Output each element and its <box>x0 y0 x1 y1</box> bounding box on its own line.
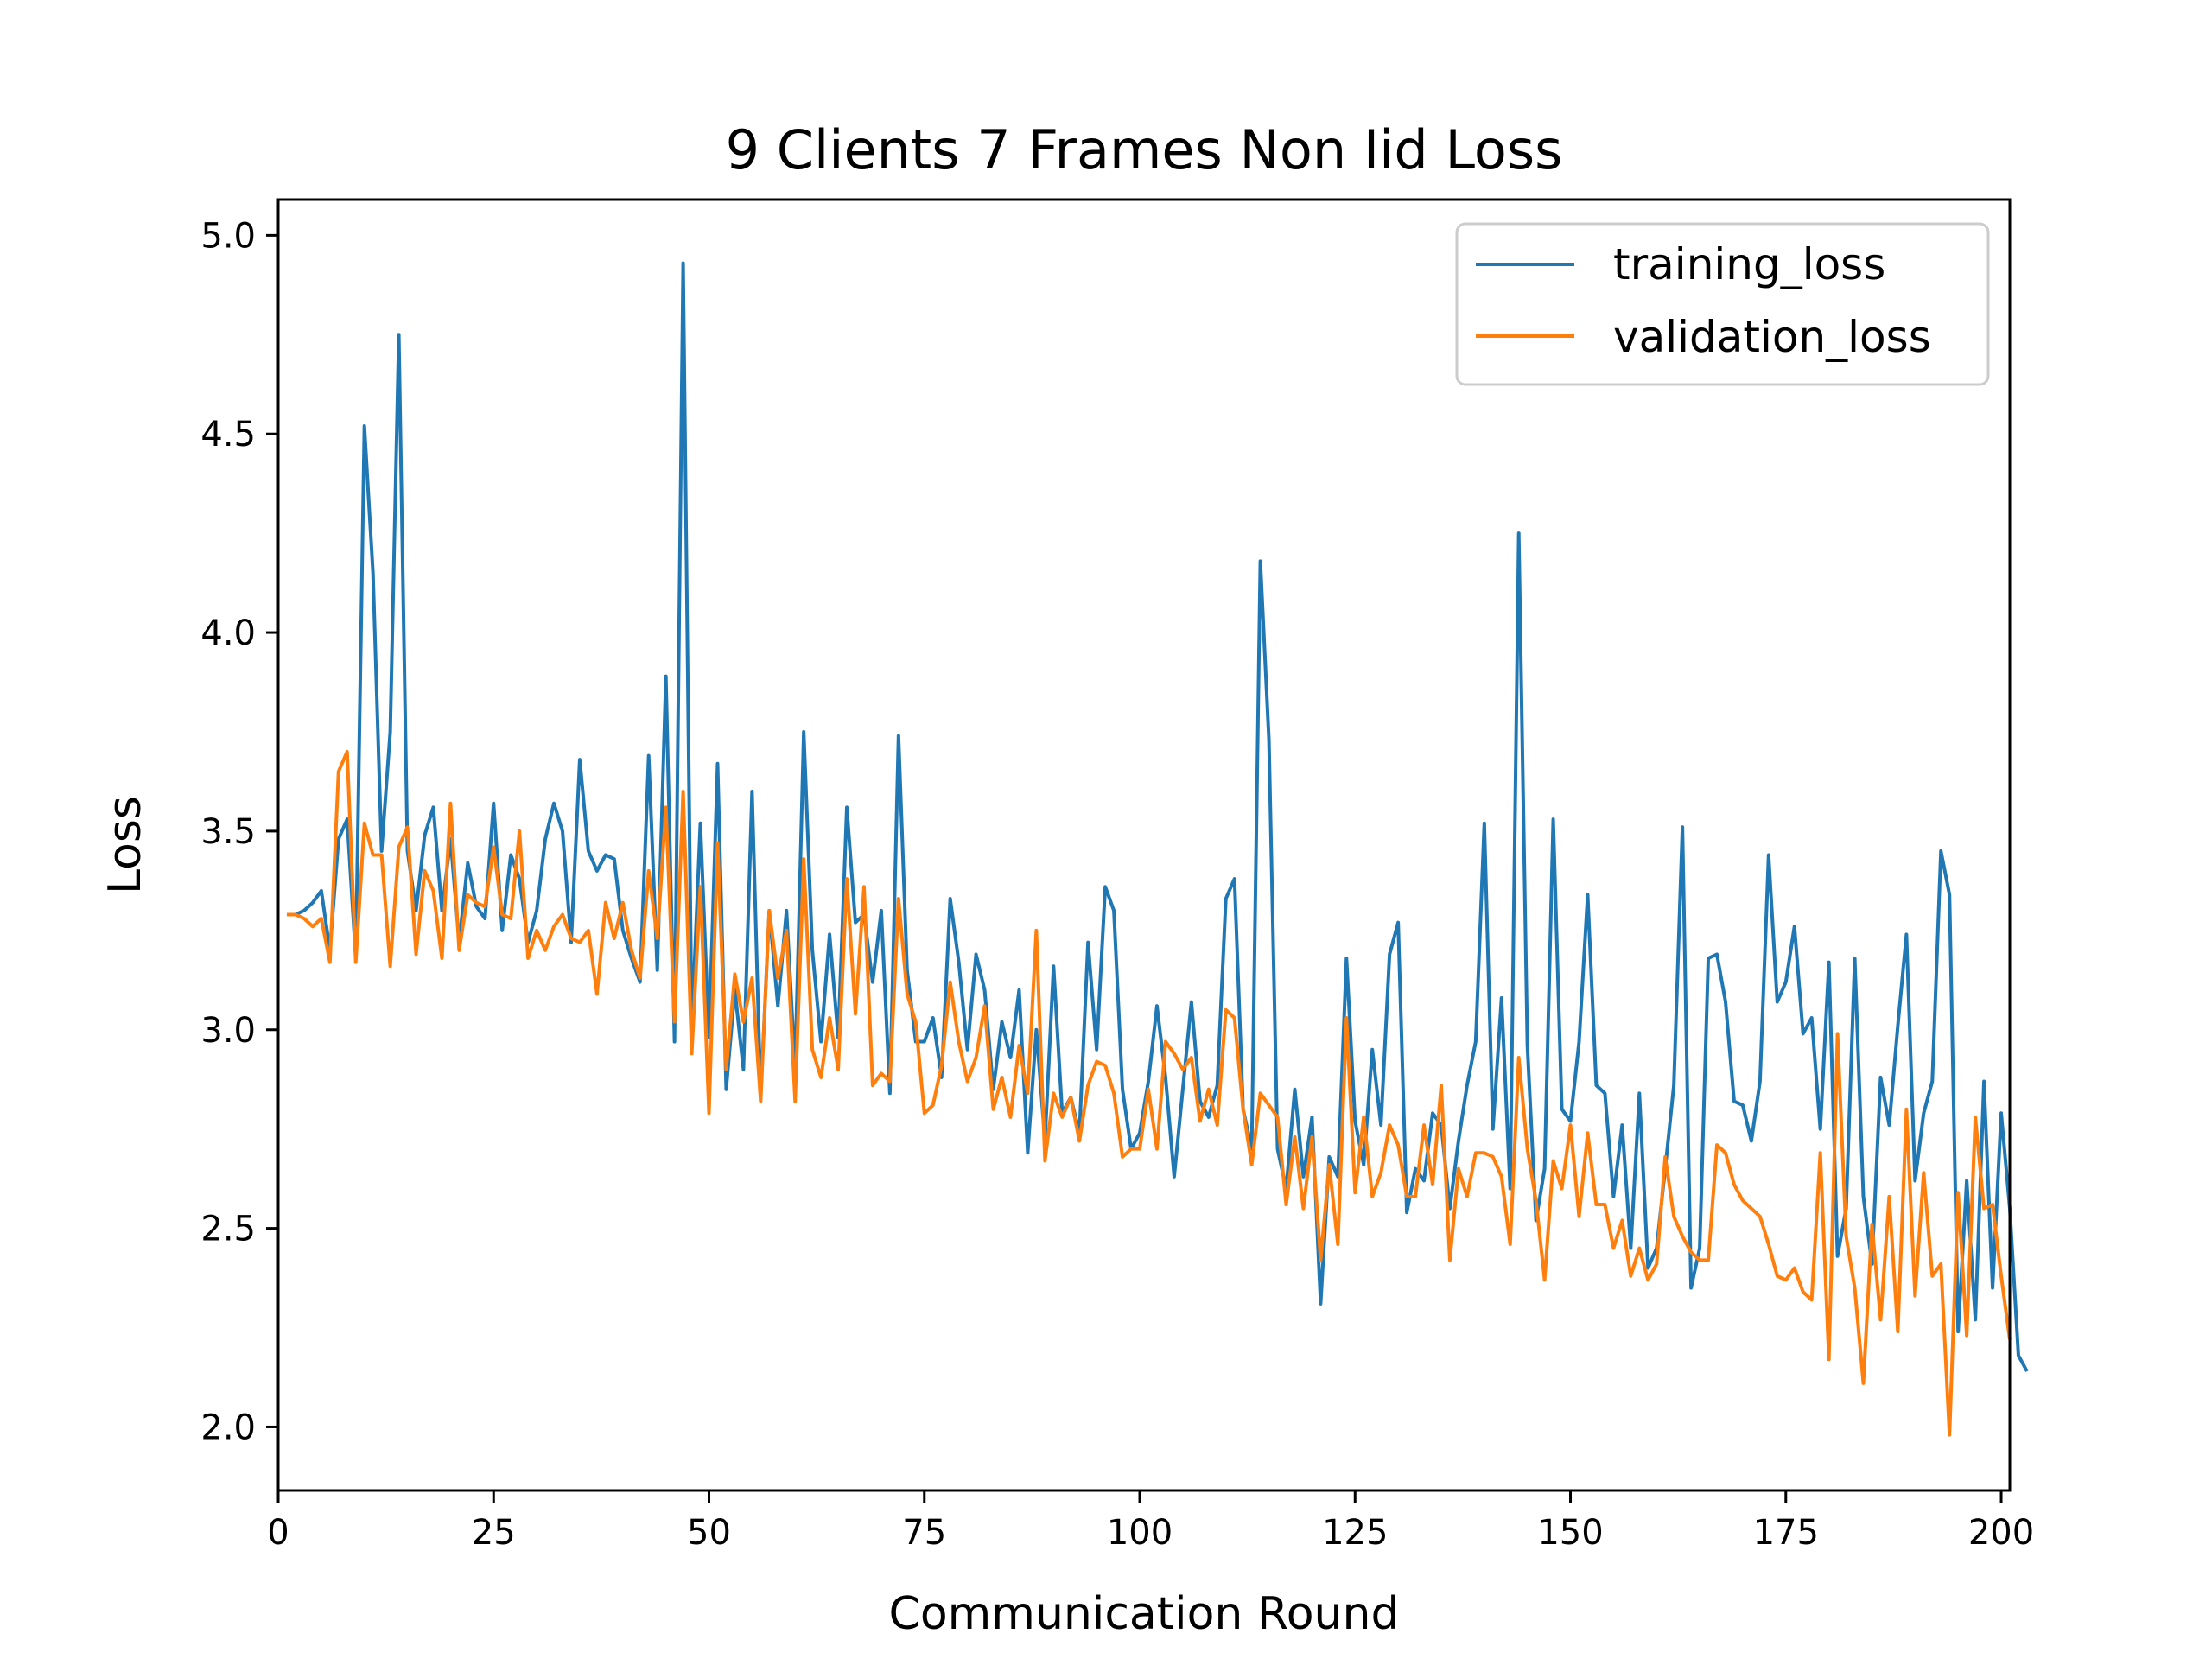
legend: training_loss validation_loss <box>1455 222 1990 386</box>
series-layer <box>286 261 2029 1437</box>
x-axis: 0 25 50 75 100 125 150 175 200 <box>267 1491 2034 1553</box>
x-axis-label: Communication Round <box>889 1588 1400 1640</box>
x-tick-label: 50 <box>687 1513 731 1553</box>
x-tick-label: 25 <box>472 1513 516 1553</box>
x-tick-label: 175 <box>1753 1513 1819 1553</box>
y-tick-label: 4.5 <box>200 415 256 454</box>
legend-label-validation: validation_loss <box>1613 312 1931 362</box>
y-tick-label: 2.5 <box>200 1210 256 1249</box>
y-axis: 2.0 2.5 3.0 3.5 4.0 4.5 5.0 <box>200 216 278 1447</box>
x-tick-label: 200 <box>1968 1513 2034 1553</box>
x-tick-label: 125 <box>1322 1513 1388 1553</box>
x-tick-label: 150 <box>1537 1513 1603 1553</box>
x-tick-label: 100 <box>1107 1513 1173 1553</box>
y-axis-label: Loss <box>99 796 151 894</box>
plot-frame <box>276 198 2012 1492</box>
y-tick-label: 3.5 <box>200 812 256 852</box>
series-line-training-loss <box>286 261 2029 1373</box>
x-tick-label: 0 <box>267 1513 289 1553</box>
y-tick-label: 3.0 <box>200 1011 256 1051</box>
x-tick-label: 75 <box>902 1513 946 1553</box>
legend-label-training: training_loss <box>1613 239 1885 289</box>
legend-box <box>1455 222 1990 386</box>
series-line-validation-loss <box>286 749 2012 1437</box>
y-tick-label: 2.0 <box>200 1408 256 1447</box>
chart-title: 9 Clients 7 Frames Non Iid Loss <box>726 118 1563 181</box>
y-tick-label: 5.0 <box>200 216 256 256</box>
y-tick-label: 4.0 <box>200 613 256 653</box>
